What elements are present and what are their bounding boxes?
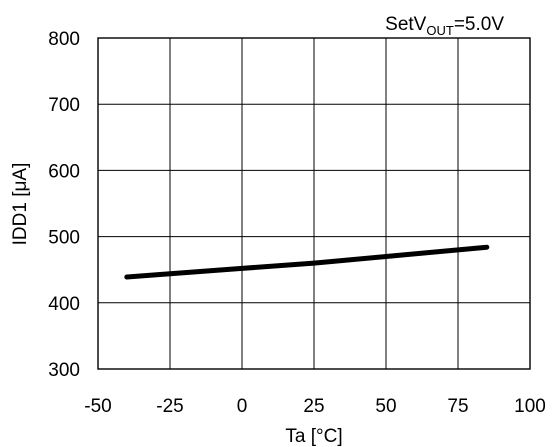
y-tick-label: 300	[48, 360, 80, 381]
y-tick-label: 600	[48, 161, 80, 182]
annotation-subscript: OUT	[426, 23, 454, 38]
x-tick-labels: -50 -25 0 25 50 75 100	[84, 396, 546, 417]
plot-frame	[97, 37, 531, 370]
x-tick-label: 75	[447, 396, 468, 417]
x-tick-label: 0	[237, 396, 248, 417]
x-axis-label: Ta [°C]	[285, 426, 342, 447]
y-tick-label: 800	[48, 29, 80, 50]
annotation-suffix: =5.0V	[454, 14, 505, 35]
annotation-prefix: SetV	[385, 14, 427, 35]
series-line	[124, 244, 490, 280]
y-tick-label: 400	[48, 294, 80, 315]
condition-annotation: SetVOUT=5.0V	[385, 14, 504, 38]
x-tick-label: -50	[84, 396, 111, 417]
y-axis-label: IDD1 [μA]	[10, 163, 31, 246]
x-tick-label: 50	[375, 396, 396, 417]
x-tick-label: -25	[156, 396, 183, 417]
x-tick-label: 25	[303, 396, 324, 417]
y-tick-label: 500	[48, 228, 80, 249]
x-tick-label: 100	[514, 396, 546, 417]
series-layer	[124, 244, 490, 280]
grid	[97, 37, 531, 370]
y-tick-labels: 300 400 500 600 700 800	[48, 29, 80, 381]
y-tick-label: 700	[48, 95, 80, 116]
